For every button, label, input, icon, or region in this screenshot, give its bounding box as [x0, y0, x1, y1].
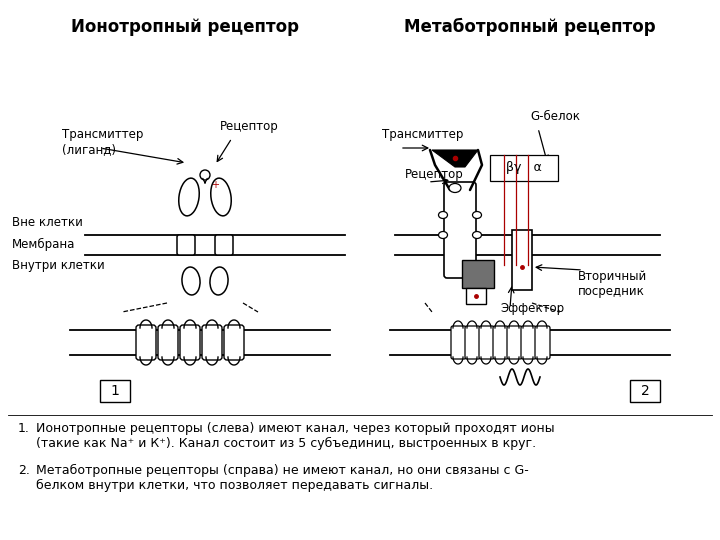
- Text: 2.: 2.: [18, 464, 30, 477]
- FancyBboxPatch shape: [521, 326, 536, 359]
- Text: Ионотропный рецептор: Ионотропный рецептор: [71, 18, 299, 36]
- Text: Внутри клетки: Внутри клетки: [12, 260, 104, 273]
- FancyBboxPatch shape: [444, 182, 476, 278]
- Text: Трансмиттер: Трансмиттер: [382, 128, 464, 141]
- FancyBboxPatch shape: [180, 325, 200, 360]
- FancyBboxPatch shape: [630, 380, 660, 402]
- Text: G-белок: G-белок: [530, 110, 580, 123]
- Text: Метаботропный рецептор: Метаботропный рецептор: [404, 18, 656, 36]
- Text: 2: 2: [641, 384, 649, 398]
- Ellipse shape: [449, 184, 461, 192]
- Text: Мембрана: Мембрана: [12, 238, 76, 251]
- Text: βγ   α: βγ α: [506, 161, 542, 174]
- FancyBboxPatch shape: [507, 326, 522, 359]
- FancyBboxPatch shape: [512, 230, 532, 290]
- Polygon shape: [432, 150, 478, 167]
- Text: Эффектор: Эффектор: [500, 302, 564, 315]
- Circle shape: [200, 170, 210, 180]
- Text: Рецептор: Рецептор: [220, 120, 279, 133]
- Ellipse shape: [438, 212, 448, 219]
- Text: Вне клетки: Вне клетки: [12, 215, 83, 228]
- FancyBboxPatch shape: [136, 325, 156, 360]
- Ellipse shape: [211, 178, 231, 216]
- Ellipse shape: [438, 232, 448, 239]
- FancyBboxPatch shape: [451, 326, 466, 359]
- FancyBboxPatch shape: [100, 380, 130, 402]
- Text: Трансмиттер
(лиганд): Трансмиттер (лиганд): [62, 128, 143, 156]
- Text: Вторичный
посредник: Вторичный посредник: [578, 270, 647, 298]
- FancyBboxPatch shape: [479, 326, 494, 359]
- FancyBboxPatch shape: [466, 288, 486, 304]
- Text: +: +: [211, 180, 219, 190]
- FancyBboxPatch shape: [535, 326, 550, 359]
- Text: Метаботропные рецепторы (справа) не имеют канал, но они связаны с G-
белком внут: Метаботропные рецепторы (справа) не имею…: [36, 464, 528, 492]
- FancyBboxPatch shape: [224, 325, 244, 360]
- Ellipse shape: [210, 267, 228, 295]
- Text: Ионотропные рецепторы (слева) имеют канал, через который проходят ионы
(такие ка: Ионотропные рецепторы (слева) имеют кана…: [36, 422, 554, 450]
- Ellipse shape: [182, 267, 200, 295]
- Ellipse shape: [472, 212, 482, 219]
- FancyBboxPatch shape: [493, 326, 508, 359]
- Text: Рецептор: Рецептор: [405, 168, 464, 181]
- FancyBboxPatch shape: [465, 326, 480, 359]
- Text: 1: 1: [111, 384, 120, 398]
- Text: 1.: 1.: [18, 422, 30, 435]
- Ellipse shape: [472, 232, 482, 239]
- FancyBboxPatch shape: [158, 325, 178, 360]
- FancyBboxPatch shape: [202, 325, 222, 360]
- Ellipse shape: [179, 178, 199, 216]
- FancyBboxPatch shape: [462, 260, 494, 288]
- FancyBboxPatch shape: [177, 235, 195, 255]
- FancyBboxPatch shape: [215, 235, 233, 255]
- FancyBboxPatch shape: [490, 155, 558, 181]
